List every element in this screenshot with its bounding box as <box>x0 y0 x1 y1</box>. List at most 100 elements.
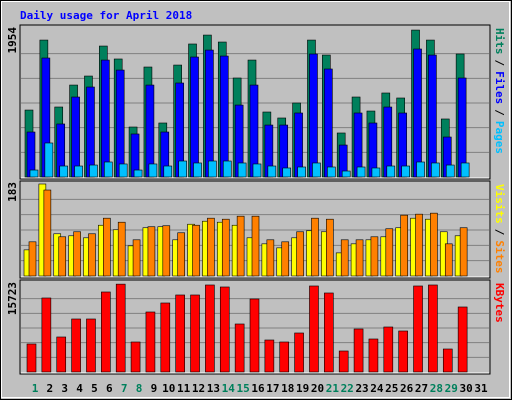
legend: KBytes <box>493 283 506 323</box>
bar <box>145 84 155 178</box>
bar <box>445 164 455 178</box>
y-tick-label: 15723 <box>6 282 19 315</box>
bar <box>459 227 468 277</box>
x-tick-label: 8 <box>136 382 143 395</box>
bar <box>219 55 229 178</box>
bar <box>326 218 334 277</box>
bar <box>386 165 396 178</box>
x-tick-label: 28 <box>430 382 443 395</box>
bar <box>103 217 111 277</box>
x-tick-label: 7 <box>121 382 128 395</box>
legend-entry: Pages <box>493 121 506 154</box>
x-tick-label: 5 <box>91 382 98 395</box>
bar <box>251 215 260 277</box>
bar <box>413 48 422 178</box>
bar <box>58 236 67 277</box>
bar <box>148 163 158 178</box>
bar <box>115 283 126 373</box>
x-tick-label: 9 <box>151 382 158 395</box>
bar <box>177 232 185 277</box>
bar <box>264 339 275 373</box>
bar <box>266 239 275 277</box>
y-tick-label: 1954 <box>6 27 19 54</box>
bar <box>249 298 260 373</box>
bevel <box>1 1 510 398</box>
bar <box>207 217 215 277</box>
bar <box>309 53 318 178</box>
bar <box>163 165 173 178</box>
bar <box>190 56 199 178</box>
bar <box>324 292 334 373</box>
x-tick-label: 25 <box>385 382 398 395</box>
bar <box>56 336 67 373</box>
bar <box>341 170 351 178</box>
bar <box>353 328 364 373</box>
bar <box>86 86 95 178</box>
legend-entry: Files <box>493 71 506 104</box>
chart-title: Daily usage for April 2018 <box>20 9 192 22</box>
x-tick-label: 2 <box>47 382 54 395</box>
x-tick-label: 13 <box>207 382 220 395</box>
bar <box>162 225 171 277</box>
x-tick-label: 24 <box>370 382 384 395</box>
legend: Hits / Files / Pages <box>493 28 506 154</box>
legend: Visits / Sites <box>493 184 506 274</box>
bar <box>208 160 217 178</box>
bar <box>383 326 394 373</box>
bar <box>192 224 200 277</box>
bar <box>444 243 453 277</box>
x-tick-label: 27 <box>415 382 428 395</box>
bar <box>294 332 304 373</box>
bar <box>43 189 52 277</box>
bar <box>190 294 200 373</box>
legend-entry: KBytes <box>493 283 506 323</box>
bar <box>73 231 81 277</box>
bar <box>457 77 467 178</box>
bar <box>145 311 156 373</box>
bar <box>133 169 143 178</box>
bar <box>88 233 96 277</box>
y-tick-label: 183 <box>6 182 19 202</box>
bar <box>117 221 126 277</box>
x-tick-label: 10 <box>162 382 175 395</box>
x-tick-label: 19 <box>296 382 309 395</box>
x-tick-label: 16 <box>251 382 265 395</box>
x-tick-label: 18 <box>281 382 294 395</box>
bar <box>385 228 394 277</box>
bar <box>370 236 379 277</box>
bar <box>221 218 230 277</box>
bar <box>327 166 336 178</box>
bar <box>398 330 408 373</box>
legend-separator: / <box>493 229 506 236</box>
bar <box>415 213 423 277</box>
bar <box>193 162 202 178</box>
x-tick-label: 21 <box>326 382 340 395</box>
bar <box>368 338 379 373</box>
bar <box>249 84 259 178</box>
bar <box>59 165 69 178</box>
legend-separator: / <box>493 109 506 116</box>
bar <box>428 54 437 178</box>
bar <box>101 59 110 178</box>
x-tick-label: 1 <box>32 382 39 395</box>
bar <box>178 160 187 178</box>
bar <box>416 161 425 178</box>
bar <box>130 341 141 373</box>
bar <box>267 165 277 178</box>
bar <box>118 163 128 178</box>
x-tick-label: 26 <box>400 382 414 395</box>
bar <box>89 164 98 178</box>
x-tick-label: 6 <box>106 382 113 395</box>
bar <box>71 318 81 373</box>
bar <box>311 217 319 277</box>
x-tick-label: 31 <box>474 382 488 395</box>
x-tick-label: 29 <box>445 382 458 395</box>
bar <box>236 215 245 277</box>
bar <box>297 166 306 178</box>
bar <box>101 291 111 373</box>
bar <box>175 294 185 373</box>
legend-entry: Hits <box>493 28 506 55</box>
bar <box>460 162 470 178</box>
